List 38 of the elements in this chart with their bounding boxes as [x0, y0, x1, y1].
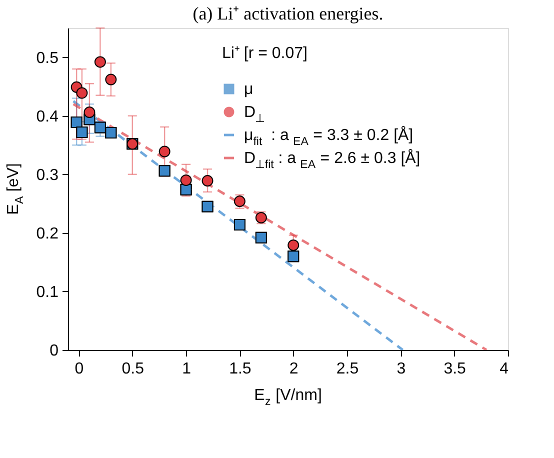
point — [180, 174, 192, 186]
point — [158, 165, 170, 177]
point — [288, 239, 300, 251]
point — [158, 146, 170, 158]
y-tick-label: 0 — [50, 342, 59, 360]
x-tick-label: 4 — [500, 360, 509, 378]
point — [202, 200, 214, 212]
x-tick-label: 3 — [396, 360, 406, 378]
point — [234, 218, 246, 230]
legend-title: Li⁺ [r = 0.07] — [222, 45, 308, 62]
point — [180, 184, 192, 196]
point — [288, 250, 300, 262]
y-tick-label: 0.1 — [36, 284, 59, 301]
y-tick-label: 0.3 — [36, 166, 59, 184]
point — [70, 116, 82, 128]
point — [105, 74, 117, 86]
point — [94, 122, 106, 134]
point — [105, 127, 117, 139]
y-axis-title: EA [eV] — [5, 163, 26, 215]
x-tick-label: 0.5 — [122, 360, 144, 378]
chart-title: (a) Li⁺ activation energies. — [192, 3, 384, 24]
x-tick-label: 3.5 — [444, 360, 466, 378]
x-tick-label: 2.5 — [336, 360, 359, 378]
point — [76, 87, 88, 99]
legend-label: D⊥ — [244, 104, 265, 125]
y-tick-label: 0.5 — [36, 50, 59, 67]
x-tick-label: 2 — [289, 360, 298, 378]
point — [76, 126, 88, 138]
legend-label: μ — [244, 81, 254, 98]
point — [255, 232, 267, 244]
y-tick-label: 0.4 — [36, 108, 59, 126]
x-tick-label: 1 — [182, 360, 192, 378]
point — [84, 106, 96, 118]
point — [94, 56, 106, 68]
y-tick-label: 0.2 — [36, 225, 59, 242]
x-tick-label: 1.5 — [229, 360, 252, 378]
point — [202, 175, 214, 187]
x-tick-label: 0 — [74, 360, 84, 378]
